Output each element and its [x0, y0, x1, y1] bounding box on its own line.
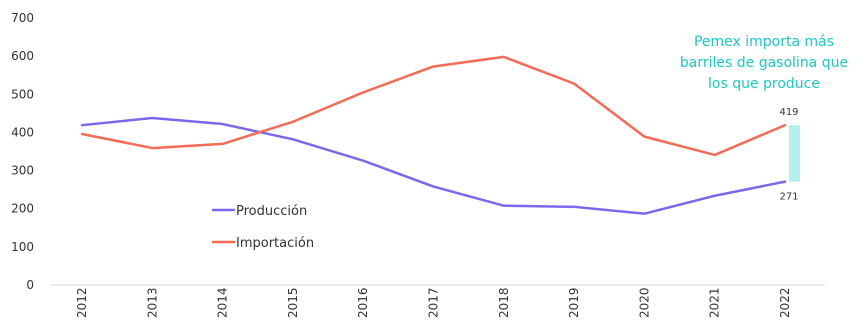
- x-tick-label: 2021: [708, 287, 722, 318]
- annotation-line: los que produce: [708, 76, 820, 92]
- y-axis: 0 100 200 300 400 500 600 700: [11, 11, 34, 292]
- series-line-produccion: [80, 116, 787, 215]
- y-tick-label: 600: [11, 49, 34, 63]
- series-line-importacion: [80, 55, 787, 157]
- legend-label: Importación: [236, 236, 314, 251]
- x-tick-label: 2017: [427, 287, 441, 318]
- x-tick-label: 2014: [216, 287, 230, 318]
- x-tick-label: 2015: [286, 287, 300, 318]
- x-tick-label: 2013: [145, 287, 159, 318]
- gap-highlight-bar: [789, 125, 800, 182]
- legend-label: Producción: [236, 204, 307, 219]
- x-axis: 2012 2013 2014 2015 2016 2017 2018 2019 2020 2021…: [75, 287, 792, 318]
- legend: Producción Importación: [212, 204, 314, 251]
- y-tick-label: 200: [11, 202, 34, 216]
- annotation-line: Pemex importa más: [694, 34, 834, 50]
- annotation-line: barriles de gasolina que: [680, 55, 848, 71]
- x-tick-label: 2018: [497, 287, 511, 318]
- y-tick-label: 500: [11, 87, 34, 101]
- annotation: Pemex importa más barriles de gasolina qu…: [680, 34, 848, 92]
- y-tick-label: 700: [11, 11, 34, 25]
- x-tick-label: 2019: [567, 287, 581, 318]
- series-layer: [80, 55, 787, 215]
- y-tick-label: 400: [11, 125, 34, 139]
- x-tick-label: 2022: [778, 287, 792, 318]
- data-label-produccion-2022: 271: [779, 192, 798, 203]
- x-tick-label: 2020: [637, 287, 651, 318]
- y-tick-label: 100: [11, 240, 34, 254]
- y-tick-label: 0: [26, 278, 34, 292]
- y-tick-label: 300: [11, 164, 34, 178]
- data-label-importacion-2022: 419: [779, 107, 798, 118]
- x-tick-label: 2012: [75, 287, 89, 318]
- x-tick-label: 2016: [356, 287, 370, 318]
